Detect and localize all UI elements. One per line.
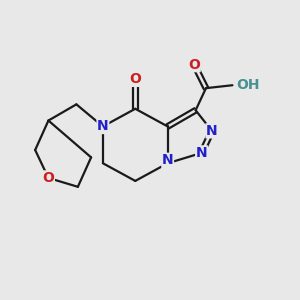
Text: OH: OH — [236, 78, 260, 92]
Text: O: O — [129, 72, 141, 86]
Text: O: O — [43, 171, 54, 185]
Text: N: N — [162, 153, 173, 167]
Text: N: N — [97, 119, 109, 134]
Text: N: N — [196, 146, 207, 160]
Text: O: O — [188, 58, 200, 72]
Text: N: N — [206, 124, 218, 138]
